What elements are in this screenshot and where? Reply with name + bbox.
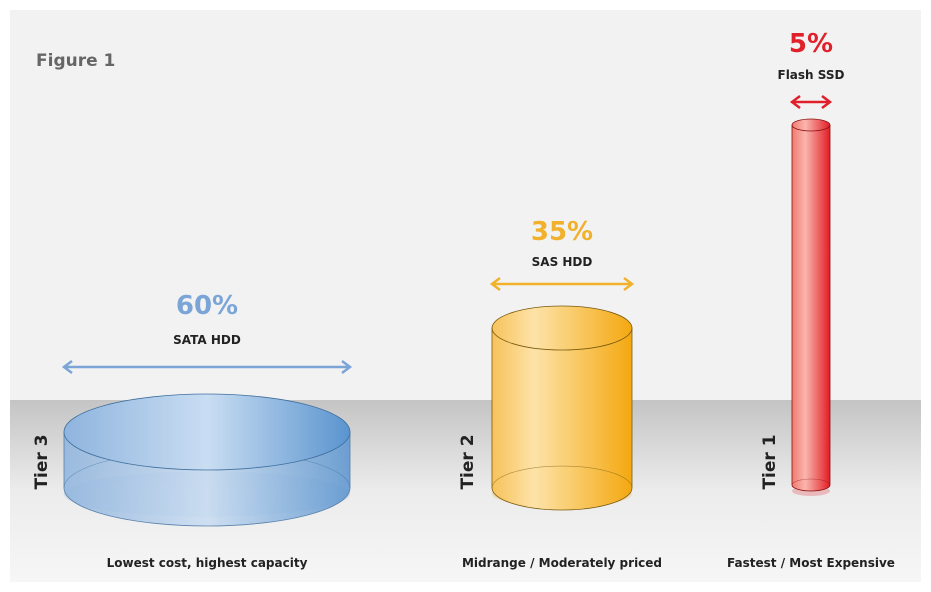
tier-label: Tier 3 bbox=[32, 434, 52, 489]
share-label: 60% bbox=[176, 291, 238, 321]
tier-description: Midrange / Moderately priced bbox=[462, 556, 662, 570]
cylinder-body bbox=[492, 328, 632, 510]
tier-label: Tier 2 bbox=[458, 434, 478, 489]
tier-description: Lowest cost, highest capacity bbox=[107, 556, 308, 570]
media-label: SATA HDD bbox=[173, 333, 241, 347]
cylinder-top bbox=[492, 306, 632, 350]
cylinder-top bbox=[792, 119, 830, 131]
cylinder-top bbox=[64, 394, 350, 470]
tier-description: Fastest / Most Expensive bbox=[727, 556, 895, 570]
tier-label: Tier 1 bbox=[760, 434, 780, 489]
share-label: 35% bbox=[531, 217, 593, 247]
figure: Figure 1 60% SATA HDD Tier 3 Lowest cost, h… bbox=[0, 0, 931, 592]
media-label: SAS HDD bbox=[532, 255, 593, 269]
figure-title: Figure 1 bbox=[36, 51, 115, 71]
cylinder-body bbox=[792, 125, 830, 491]
media-label: Flash SSD bbox=[778, 68, 845, 82]
share-label: 5% bbox=[789, 29, 833, 59]
